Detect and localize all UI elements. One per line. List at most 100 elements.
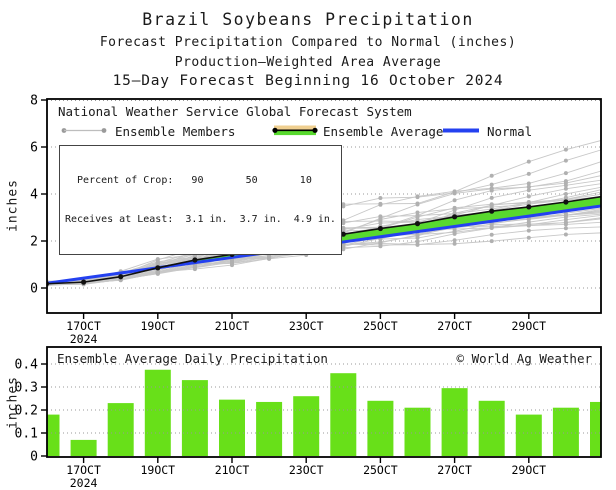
ensemble-member-dot	[378, 201, 383, 206]
ensemble-member-dot	[563, 147, 568, 152]
ensemble-member-dot	[489, 232, 494, 237]
ensemble-member-dot	[526, 217, 531, 222]
ensemble-average-dot	[526, 204, 532, 210]
top-chart-border	[46, 98, 602, 314]
ensemble-member-dot	[341, 226, 346, 231]
daily-precip-bar	[181, 380, 208, 456]
ensemble-member-dot	[452, 238, 457, 243]
ensemble-member-dot	[415, 201, 420, 206]
ensemble-member-dot	[489, 186, 494, 191]
legend-member-dot-right	[101, 128, 107, 133]
legend-average-green-band	[274, 130, 316, 136]
ensemble-member-dot	[563, 195, 568, 200]
subtitle-forecast-period: 15–Day Forecast Beginning 16 October 202…	[112, 73, 504, 89]
ensemble-average-dot	[81, 279, 87, 285]
legend-ensemble-members-label: Ensemble Members	[115, 124, 236, 139]
ensemble-member-dot	[415, 210, 420, 215]
top-chart-y-axis-label: inches	[5, 179, 21, 232]
ensemble-member-dot	[489, 173, 494, 178]
daily-precip-bar	[144, 369, 171, 456]
legend-average-tan-band	[274, 125, 316, 131]
info-box-row-percent: Percent of Crop: 90 50 10	[65, 175, 312, 186]
subtitle-weighting: Production–Weighted Area Average	[174, 55, 442, 70]
ensemble-member-dot	[452, 241, 457, 246]
ensemble-member-dot	[489, 195, 494, 200]
ensemble-member-dot	[489, 203, 494, 208]
legend-normal-label: Normal	[487, 124, 533, 139]
ensemble-member-dot	[489, 225, 494, 230]
bottom-x-tick-label: 29OCT	[511, 463, 546, 477]
ensemble-member-dot	[378, 240, 383, 245]
daily-precip-bar	[367, 400, 394, 456]
bottom-y-tick-label: 0.3	[15, 381, 38, 396]
ensemble-member-dot	[563, 220, 568, 225]
daily-precip-bar	[256, 401, 283, 456]
ensemble-member-dot	[341, 247, 346, 252]
ensemble-member-dot	[415, 239, 420, 244]
top-x-tick-label: 21OCT	[215, 319, 250, 333]
daily-precip-bar	[404, 407, 431, 456]
ensemble-average-dot	[414, 221, 421, 227]
top-x-axis-year-label: 2024	[70, 332, 98, 346]
top-x-tick-label: 23OCT	[289, 319, 324, 333]
top-y-tick-label: 6	[30, 141, 38, 156]
ensemble-member-dot	[378, 216, 383, 221]
ensemble-member-dot	[452, 198, 457, 203]
top-x-tick-label: 17OCT	[66, 319, 101, 333]
ensemble-member-dot	[341, 244, 346, 249]
ensemble-average-dot	[118, 274, 124, 280]
bottom-y-tick-label: 0	[30, 450, 38, 465]
ensemble-average-dot	[377, 225, 383, 232]
daily-precip-bar	[552, 407, 579, 456]
ensemble-member-dot	[378, 219, 383, 224]
ensemble-member-dot	[378, 244, 383, 249]
ensemble-member-dot	[563, 232, 568, 237]
top-y-tick-label: 2	[30, 235, 38, 250]
daily-precip-bar	[293, 396, 320, 456]
ensemble-member-dot	[415, 213, 420, 218]
daily-precip-bar	[219, 399, 245, 456]
ensemble-member-dot	[452, 229, 457, 234]
ensemble-member-dot	[489, 182, 494, 187]
ensemble-member-dot	[452, 189, 457, 194]
bottom-x-tick-label: 25OCT	[363, 463, 398, 477]
legend-average-dot-left	[272, 127, 278, 133]
ensemble-member-dot	[155, 270, 160, 275]
ensemble-member-dot	[563, 158, 568, 163]
ensemble-member-dot	[563, 171, 568, 176]
ensemble-member-dot	[526, 159, 531, 164]
ensemble-member-dot	[155, 257, 160, 262]
ensemble-member-dot	[526, 181, 531, 186]
subtitle-comparison: Forecast Precipitation Compared to Norma…	[99, 35, 517, 50]
top-y-tick-label: 0	[30, 282, 38, 297]
percent-of-crop-info-box: Percent of Crop: 90 50 10 Receives at Le…	[59, 145, 342, 255]
page-title: Brazil Soybeans Precipitation	[142, 10, 474, 29]
ensemble-member-dot	[526, 188, 531, 193]
legend-average-dot-right	[312, 127, 318, 133]
ensemble-member-dot	[526, 185, 531, 190]
ensemble-member-dot	[415, 195, 420, 200]
daily-precip-bar	[107, 403, 134, 456]
bottom-x-tick-label: 19OCT	[140, 463, 175, 477]
daily-precip-bar	[70, 439, 97, 456]
daily-precip-bar	[441, 388, 468, 456]
ensemble-member-dot	[563, 179, 568, 184]
ensemble-average-dot	[155, 265, 161, 271]
bottom-y-tick-label: 0.2	[15, 404, 38, 419]
bottom-x-tick-label: 27OCT	[437, 463, 472, 477]
info-box-row-receives: Receives at Least: 3.1 in. 3.7 in. 4.9 i…	[65, 214, 336, 225]
copyright-credit: © World Ag Weather	[456, 351, 592, 366]
ensemble-member-dot	[341, 202, 346, 207]
ensemble-member-dot	[452, 208, 457, 213]
top-x-tick-label: 27OCT	[437, 319, 472, 333]
ensemble-member-dot	[563, 191, 568, 196]
daily-precip-bar	[47, 414, 60, 456]
ensemble-member-dot	[415, 242, 420, 247]
bottom-x-tick-label: 23OCT	[289, 463, 324, 477]
bottom-x-tick-label: 17OCT	[66, 463, 101, 477]
ensemble-average-dot	[340, 231, 346, 237]
daily-precip-bar	[590, 401, 601, 456]
daily-precip-bar	[478, 400, 505, 456]
daily-precip-bar	[515, 414, 542, 456]
